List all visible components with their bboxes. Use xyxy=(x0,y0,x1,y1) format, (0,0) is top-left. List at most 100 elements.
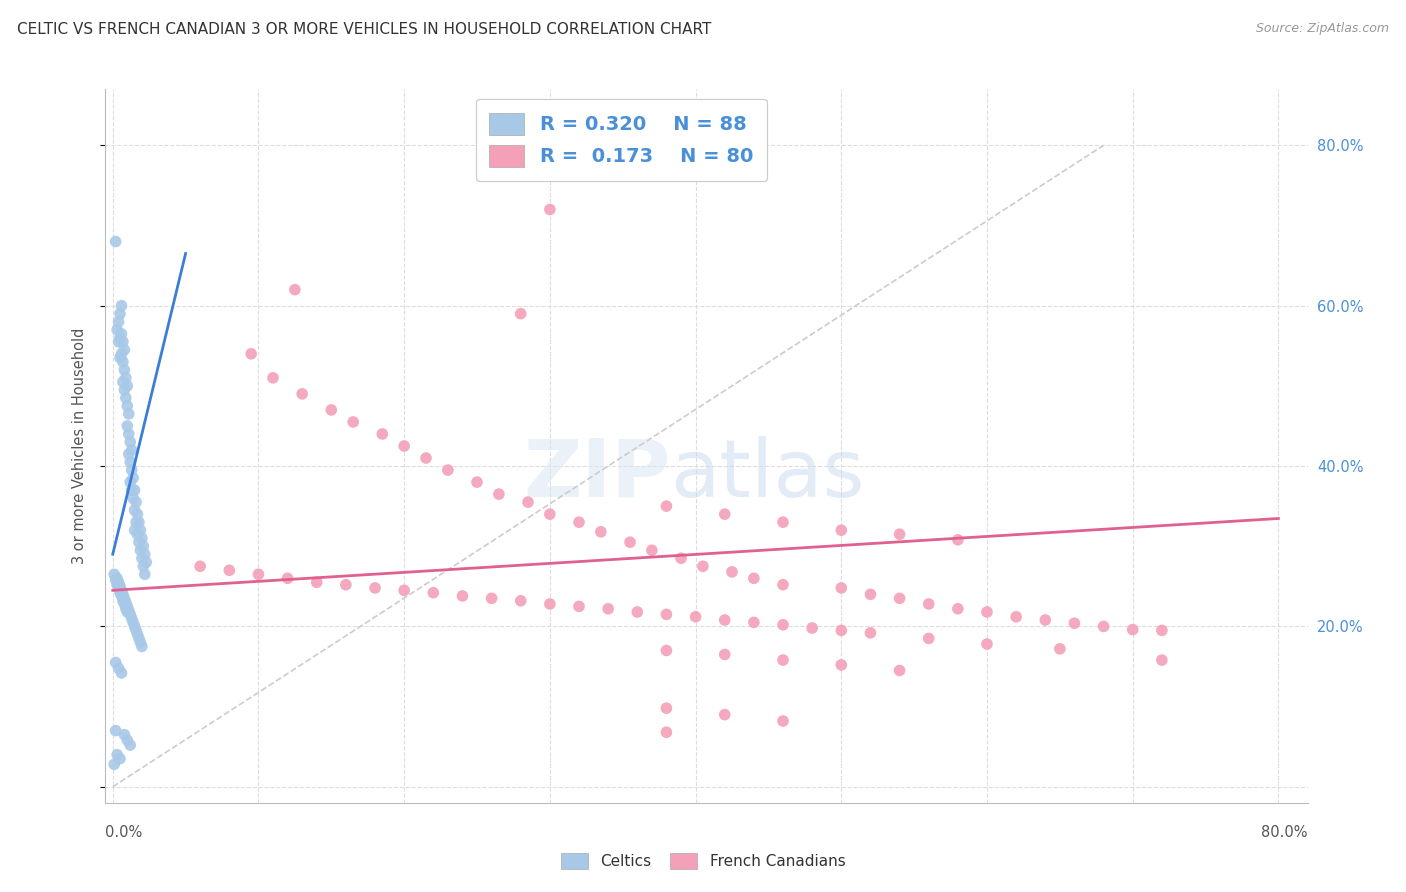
Point xyxy=(1122,623,1144,637)
Point xyxy=(122,491,145,505)
Text: atlas: atlas xyxy=(671,435,865,514)
Point xyxy=(481,591,503,606)
Point xyxy=(129,523,152,537)
Point xyxy=(655,643,678,657)
Text: 80.0%: 80.0% xyxy=(1261,825,1308,840)
Point xyxy=(124,503,146,517)
Point xyxy=(124,619,146,633)
Point xyxy=(830,657,852,672)
Point xyxy=(465,475,488,489)
Point xyxy=(107,661,129,675)
Point xyxy=(124,523,146,537)
Point xyxy=(284,283,307,297)
Point xyxy=(115,601,138,615)
Point xyxy=(1033,613,1056,627)
Point xyxy=(110,665,132,680)
Point xyxy=(117,419,139,434)
Point xyxy=(538,597,561,611)
Point xyxy=(107,334,129,349)
Point xyxy=(364,581,387,595)
Point xyxy=(976,637,998,651)
Point xyxy=(117,605,139,619)
Point xyxy=(918,597,941,611)
Point xyxy=(128,515,150,529)
Point xyxy=(110,299,132,313)
Point xyxy=(1092,619,1115,633)
Point xyxy=(655,499,678,513)
Point xyxy=(108,307,131,321)
Point xyxy=(121,611,143,625)
Point xyxy=(772,714,794,728)
Point xyxy=(371,427,394,442)
Point xyxy=(112,383,135,397)
Point xyxy=(801,621,824,635)
Point xyxy=(117,399,139,413)
Point xyxy=(112,597,135,611)
Point xyxy=(129,543,152,558)
Point xyxy=(127,627,149,641)
Point xyxy=(918,632,941,646)
Point xyxy=(118,603,141,617)
Point xyxy=(692,559,714,574)
Point xyxy=(103,567,125,582)
Point xyxy=(124,483,146,497)
Point xyxy=(131,551,153,566)
Text: ZIP: ZIP xyxy=(523,435,671,514)
Point xyxy=(128,535,150,549)
Point xyxy=(118,427,141,442)
Point xyxy=(685,609,707,624)
Point xyxy=(517,495,540,509)
Point xyxy=(713,648,735,662)
Point xyxy=(976,605,998,619)
Point xyxy=(240,347,263,361)
Point xyxy=(108,351,131,365)
Point xyxy=(669,551,692,566)
Point xyxy=(437,463,460,477)
Point xyxy=(107,575,129,590)
Point xyxy=(1150,624,1173,638)
Point xyxy=(120,738,142,752)
Point xyxy=(117,733,139,747)
Point xyxy=(713,707,735,722)
Point xyxy=(131,531,153,545)
Point xyxy=(117,379,139,393)
Point xyxy=(111,334,134,349)
Point xyxy=(105,323,128,337)
Point xyxy=(118,447,141,461)
Point xyxy=(125,495,148,509)
Point xyxy=(742,615,765,630)
Legend: R = 0.320    N = 88, R =  0.173    N = 80: R = 0.320 N = 88, R = 0.173 N = 80 xyxy=(475,99,766,181)
Point xyxy=(655,607,678,622)
Point xyxy=(451,589,474,603)
Point xyxy=(120,475,142,489)
Point xyxy=(110,347,132,361)
Point xyxy=(598,601,620,615)
Point xyxy=(127,507,149,521)
Legend: Celtics, French Canadians: Celtics, French Canadians xyxy=(554,847,852,875)
Point xyxy=(342,415,364,429)
Point xyxy=(538,507,561,521)
Point xyxy=(117,599,139,614)
Text: CELTIC VS FRENCH CANADIAN 3 OR MORE VEHICLES IN HOUSEHOLD CORRELATION CHART: CELTIC VS FRENCH CANADIAN 3 OR MORE VEHI… xyxy=(17,22,711,37)
Point xyxy=(830,581,852,595)
Point xyxy=(111,587,134,601)
Point xyxy=(655,725,678,739)
Point xyxy=(112,343,135,357)
Point xyxy=(291,387,314,401)
Point xyxy=(128,632,150,646)
Point xyxy=(392,439,415,453)
Point xyxy=(859,625,882,640)
Point xyxy=(115,595,138,609)
Point xyxy=(1150,653,1173,667)
Point xyxy=(721,565,744,579)
Point xyxy=(568,599,591,614)
Point xyxy=(121,442,143,457)
Point xyxy=(115,391,138,405)
Point xyxy=(107,315,129,329)
Point xyxy=(105,578,128,592)
Point xyxy=(305,575,328,590)
Point xyxy=(104,656,127,670)
Point xyxy=(619,535,641,549)
Point xyxy=(120,455,142,469)
Point xyxy=(110,326,132,341)
